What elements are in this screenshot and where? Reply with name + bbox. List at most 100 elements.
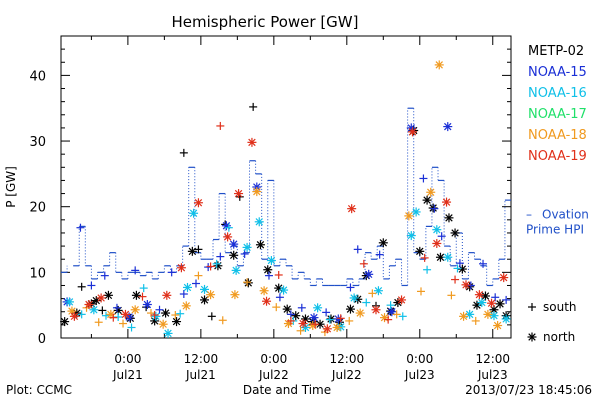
- marker-stroke: [459, 312, 468, 321]
- data-point-north: [443, 252, 453, 262]
- data-point-south: [102, 311, 110, 320]
- marker-stroke: [433, 225, 441, 234]
- data-point-south: [109, 313, 118, 322]
- marker-stroke: [150, 317, 159, 325]
- data-point-south: [176, 309, 185, 318]
- legend: METP-02 NOAA-15 NOAA-16 NOAA-17 NOAA-18 NOAA-…: [526, 44, 589, 344]
- satellite-data-points: [60, 60, 511, 338]
- data-point-north: [60, 317, 70, 327]
- series-noaa-19: [69, 121, 509, 334]
- data-point-north: [259, 286, 269, 296]
- marker-stroke: [231, 290, 239, 299]
- data-point-south: [286, 316, 295, 325]
- data-point-north: [434, 60, 444, 70]
- data-point-north: [234, 189, 244, 199]
- data-point-south: [112, 303, 121, 312]
- data-point-north: [200, 284, 210, 294]
- marker-stroke: [346, 305, 355, 313]
- marker-stroke: [364, 270, 373, 279]
- marker-stroke: [423, 196, 431, 204]
- data-point-north: [474, 290, 484, 300]
- data-point-south: [243, 278, 252, 287]
- marker-stroke: [301, 323, 310, 332]
- data-point-north: [501, 314, 511, 324]
- data-point-south: [325, 315, 334, 324]
- data-point-south: [417, 287, 425, 296]
- marker-stroke: [462, 281, 470, 289]
- marker-stroke: [310, 313, 318, 322]
- data-point-south: [87, 281, 96, 290]
- marker-stroke: [253, 187, 261, 196]
- data-point-north: [247, 137, 257, 147]
- marker-stroke: [478, 298, 486, 307]
- data-point-north: [230, 290, 240, 300]
- data-point-north: [172, 317, 182, 327]
- data-point-north: [489, 305, 499, 315]
- data-point-north: [96, 293, 106, 303]
- marker-stroke: [177, 264, 186, 272]
- marker-stroke: [159, 320, 167, 328]
- data-point-north: [176, 263, 186, 273]
- x-tick-label-time: 0:00: [260, 352, 287, 366]
- marker-stroke: [380, 313, 389, 322]
- marker-stroke: [189, 209, 198, 217]
- data-point-north: [231, 265, 241, 275]
- data-point-north: [221, 221, 231, 231]
- data-point-north: [131, 290, 141, 300]
- marker-stroke: [412, 208, 420, 216]
- data-point-north: [242, 242, 252, 252]
- marker-stroke: [444, 122, 452, 131]
- data-point-north: [378, 238, 388, 248]
- data-point-south: [212, 259, 221, 268]
- marker-stroke: [65, 298, 74, 306]
- data-point-north: [428, 203, 438, 213]
- data-point-south: [138, 292, 147, 301]
- legend-entry: NOAA-15: [528, 65, 587, 80]
- data-point-north: [158, 319, 168, 329]
- data-point-south: [420, 253, 429, 262]
- marker-stroke: [408, 128, 417, 136]
- data-point-south: [76, 223, 85, 232]
- data-point-north: [298, 319, 308, 329]
- x-tick-label-time: 12:00: [330, 352, 365, 366]
- x-tick-label-time: 0:00: [114, 352, 141, 366]
- marker-stroke: [172, 317, 181, 326]
- data-point-north: [313, 303, 323, 313]
- data-point-north: [266, 256, 276, 266]
- data-point-north: [151, 311, 161, 321]
- marker-stroke: [104, 291, 113, 300]
- data-point-north: [461, 280, 471, 290]
- marker-stroke: [264, 265, 272, 274]
- marker-stroke: [194, 199, 203, 207]
- data-point-south: [249, 102, 258, 111]
- data-point-south: [384, 315, 393, 324]
- footer-plot-credit: Plot: CCMC: [6, 383, 72, 397]
- data-point-south: [216, 121, 225, 130]
- marker-stroke: [163, 291, 171, 300]
- data-point-north: [161, 308, 171, 318]
- data-point-north: [422, 195, 432, 205]
- marker-stroke: [161, 309, 170, 317]
- y-axis: 0 10 20 30 40: [29, 35, 511, 347]
- x-axis-label: Date and Time: [243, 383, 331, 397]
- marker-stroke: [131, 306, 139, 314]
- marker-stroke: [397, 296, 406, 304]
- data-point-north: [322, 324, 332, 334]
- data-point-south: [362, 298, 371, 307]
- data-point-south: [392, 310, 401, 319]
- data-point-north: [279, 285, 289, 295]
- data-point-south: [77, 310, 86, 319]
- data-point-south: [419, 174, 428, 183]
- data-point-south: [194, 271, 203, 280]
- data-point-north: [229, 239, 239, 249]
- data-point-south: [119, 319, 128, 328]
- x-tick-label-time: 12:00: [184, 352, 219, 366]
- data-point-south: [264, 271, 273, 280]
- data-point-south: [274, 270, 283, 279]
- data-point-south: [502, 295, 511, 304]
- y-tick-label: 30: [29, 135, 46, 150]
- marker-stroke: [200, 296, 209, 304]
- data-point-north: [495, 299, 505, 309]
- marker-stroke: [490, 306, 498, 314]
- data-point-north: [406, 231, 416, 241]
